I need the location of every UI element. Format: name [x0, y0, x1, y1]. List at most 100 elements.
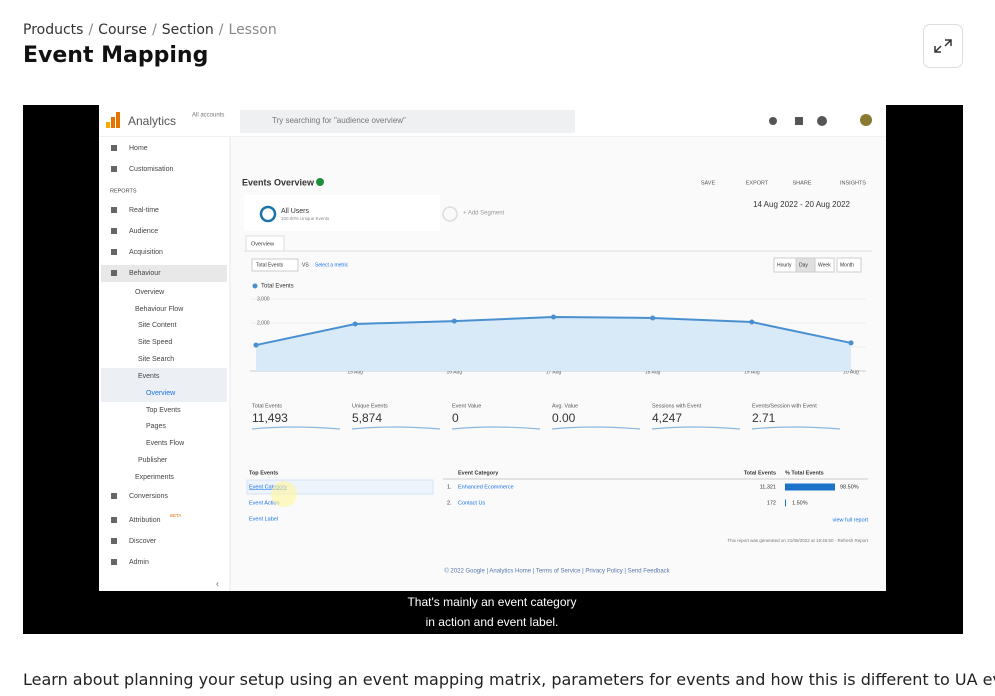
lesson-description: Learn about planning your setup using an… [23, 670, 995, 689]
metric-label: Events/Session with Event [752, 403, 817, 409]
nav-item: Discover [129, 538, 157, 545]
row-link: Contact Us [458, 500, 485, 506]
select-metric: Select a metric [315, 262, 349, 268]
legend-dot [252, 283, 258, 289]
y-tick-label: 3,000 [257, 296, 270, 302]
view-full-report: view full report [833, 517, 869, 523]
metric-label: Event Value [452, 403, 481, 409]
video-player[interactable]: Analytics All accounts Try searching for "… [23, 105, 963, 634]
metric-value: 0.00 [552, 411, 576, 425]
subtitle: That's mainly an event category [407, 595, 576, 609]
metric-select: Total Events [256, 262, 284, 268]
metric-label: Total Events [252, 403, 282, 409]
granularity-option: Hourly [777, 262, 792, 268]
nav-item: Customisation [129, 166, 173, 173]
segment-name: All Users [281, 208, 310, 215]
metric-label: Avg. Value [552, 403, 578, 409]
granularity-option: Week [818, 262, 831, 268]
row-total: 172 [767, 500, 776, 506]
area [256, 317, 851, 371]
top-event-link: Event Action [249, 500, 280, 506]
expand-icon [934, 39, 952, 53]
icon [769, 117, 777, 125]
logo-bar [116, 112, 120, 128]
row-index: 1. [447, 484, 452, 490]
breadcrumb-current: Lesson [228, 22, 277, 38]
nav-item: Home [129, 145, 148, 152]
icon [795, 117, 803, 125]
report-action: SHARE [793, 180, 812, 186]
nav-icon [111, 166, 117, 172]
segment-box [244, 195, 440, 231]
report-title: Events Overview [242, 177, 315, 187]
nav-item: Overview [146, 390, 176, 397]
nav-item: Audience [129, 228, 158, 235]
nav-item: Site Speed [138, 339, 172, 346]
nav-item: Pages [146, 423, 166, 430]
tab: Overview [251, 241, 274, 247]
date-range: 14 Aug 2022 - 20 Aug 2022 [753, 200, 851, 209]
x-tick-label: 17 Aug [546, 369, 562, 375]
breadcrumb-link[interactable]: Products [23, 22, 84, 38]
subtitle: in action and event label. [426, 615, 559, 629]
sparkline [351, 426, 441, 430]
x-tick-label: 19 Aug [744, 369, 760, 375]
metric-label: Sessions with Event [652, 403, 702, 409]
report-action: SAVE [701, 180, 716, 186]
point [551, 314, 556, 320]
icon [817, 116, 827, 126]
percent-bar [785, 483, 835, 491]
point [352, 321, 358, 327]
table-header: Event Category [458, 470, 499, 476]
beta-badge: BETA [170, 513, 181, 518]
table-header: Total Events [744, 470, 776, 476]
segment-ring [259, 205, 277, 223]
nav-icon [111, 207, 117, 213]
granularity-button [814, 257, 835, 273]
report-action: INSIGHTS [840, 180, 866, 186]
page-title: Event Mapping [23, 43, 209, 68]
section-title: Top Events [249, 470, 278, 476]
row-percent: 98.50% [840, 484, 859, 490]
metric-label: Unique Events [352, 403, 388, 409]
nav-item: Site Search [138, 356, 174, 363]
logo-bar [106, 122, 110, 128]
nav-item: Top Events [146, 407, 181, 414]
sidebar [99, 137, 230, 591]
x-tick-label: 18 Aug [645, 369, 661, 375]
nav-item: Acquisition [129, 249, 163, 256]
granularity-button [836, 257, 862, 273]
search-box [240, 110, 575, 133]
nav-item: Conversions [129, 493, 168, 500]
breadcrumb-link[interactable]: Course [98, 22, 148, 38]
breadcrumb-link[interactable]: Section [161, 22, 214, 38]
cursor-halo [271, 481, 297, 507]
app-name: Analytics [128, 114, 176, 128]
nav-item: Behaviour [129, 270, 161, 277]
top-event-link: Event Category [249, 484, 287, 490]
metric-value: 2.71 [752, 411, 776, 425]
nav-icon [111, 270, 117, 276]
generated-note: This report was generated on 21/08/2022 … [727, 538, 868, 543]
sparkline [651, 426, 741, 430]
x-tick-label: 16 Aug [447, 369, 463, 375]
nav-item: Events [138, 373, 160, 380]
select [251, 258, 299, 272]
footer-links: © 2022 Google | Analytics Home | Terms o… [444, 568, 670, 575]
x-tick-label: 20 Aug [843, 369, 859, 375]
nav-icon [111, 228, 117, 234]
point [848, 340, 854, 346]
nav-icon [111, 249, 117, 255]
metric-value: 4,247 [652, 411, 682, 425]
nav-highlight [101, 368, 227, 402]
nav-item: REPORTS [110, 188, 137, 194]
expand-button[interactable] [923, 24, 963, 68]
add-segment: + Add Segment [463, 211, 505, 217]
metric-value: 5,874 [352, 411, 382, 425]
nav-item: Publisher [138, 457, 168, 464]
top-event-link: Event Label [249, 516, 278, 522]
nav-icon [111, 517, 117, 523]
sparkline [251, 426, 341, 430]
row-link: Enhanced Ecommerce [458, 484, 514, 490]
